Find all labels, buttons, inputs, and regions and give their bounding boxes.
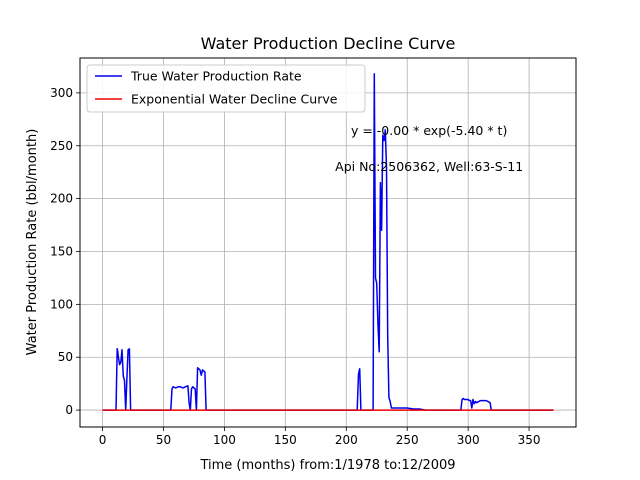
y-tick-label: 0 <box>65 403 73 417</box>
y-tick-label: 100 <box>50 297 73 311</box>
equation-annotation: y = -0.00 * exp(-5.40 * t) <box>351 123 507 138</box>
x-tick-label: 150 <box>274 433 297 447</box>
legend-entry: Exponential Water Decline Curve <box>131 92 338 107</box>
y-tick-label: 50 <box>58 350 73 364</box>
chart-title: Water Production Decline Curve <box>201 34 456 53</box>
plot-frame <box>79 57 577 428</box>
y-tick-label: 200 <box>50 192 73 206</box>
x-tick-label: 0 <box>99 433 107 447</box>
x-axis-label: Time (months) from:1/1978 to:12/2009 <box>199 458 455 473</box>
x-tick-label: 350 <box>518 433 541 447</box>
x-tick-label: 200 <box>335 433 358 447</box>
legend: True Water Production Rate Exponential Wa… <box>86 64 366 113</box>
axis-ticks: 0 50 100 150 200 250 300 350 0 50 100 150 200 250 300 <box>50 86 540 447</box>
legend-entry: True Water Production Rate <box>130 69 302 84</box>
annotations: y = -0.00 * exp(-5.40 * t) Api No:2506362… <box>335 123 523 174</box>
x-tick-label: 50 <box>156 433 171 447</box>
x-tick-label: 250 <box>396 433 419 447</box>
y-tick-label: 150 <box>50 244 73 258</box>
y-axis-label: Water Production Rate (bbl/month) <box>25 129 40 356</box>
legend-box <box>86 64 366 113</box>
x-tick-label: 300 <box>457 433 480 447</box>
series-layer <box>102 73 554 411</box>
y-tick-label: 300 <box>50 86 73 100</box>
x-tick-label: 100 <box>213 433 236 447</box>
well-annotation: Api No:2506362, Well:63-S-11 <box>335 159 523 174</box>
y-tick-label: 250 <box>50 139 73 153</box>
